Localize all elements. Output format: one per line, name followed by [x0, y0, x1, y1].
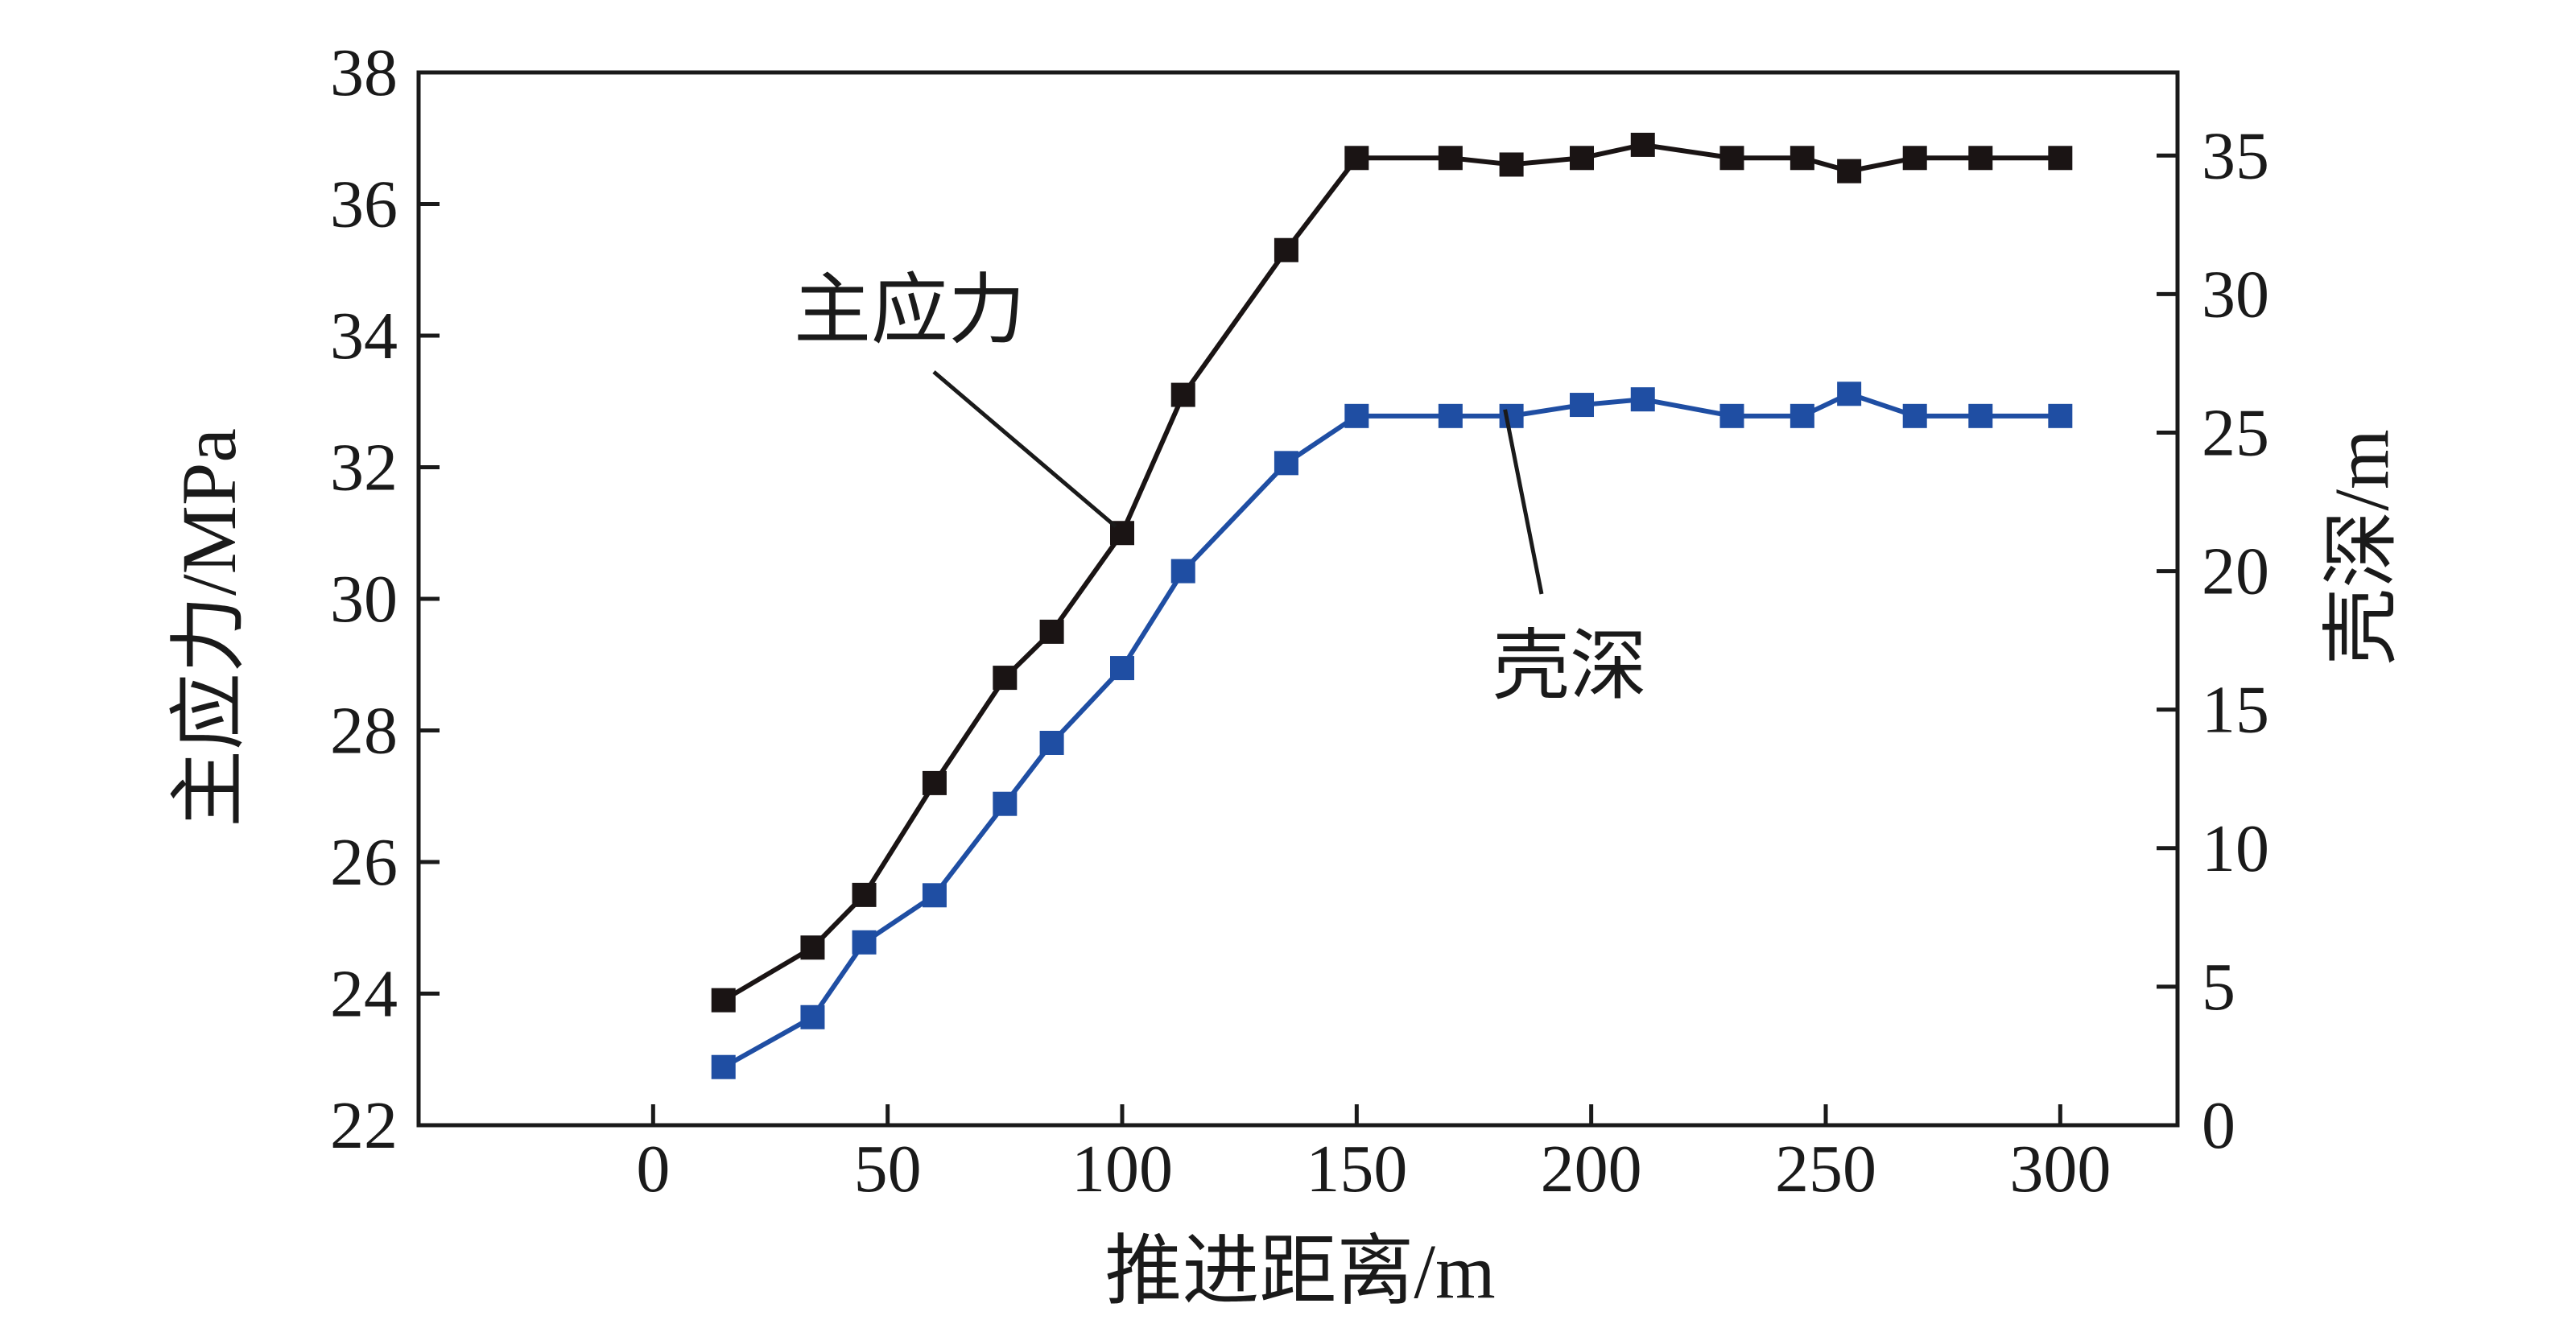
annotation-leader-line	[1503, 409, 1544, 595]
series-point	[711, 1054, 736, 1079]
series-point	[1110, 656, 1134, 681]
series-point	[1902, 146, 1927, 171]
y-axis-right: 0 5 10 15 20 25 30 35	[2157, 118, 2269, 1163]
y-right-tick-label: 10	[2202, 811, 2269, 886]
y-left-tick-label: 22	[330, 1088, 398, 1163]
y-left-tick-label: 32	[330, 431, 398, 505]
annotation-label: 主应力	[794, 267, 1026, 353]
y-left-tick-label: 36	[330, 167, 398, 242]
series-point	[711, 988, 736, 1013]
series-point	[1837, 382, 1862, 406]
series-point	[2048, 403, 2073, 428]
series-point	[1630, 387, 1655, 412]
series-point	[1790, 403, 1814, 428]
x-tick-label: 250	[1775, 1132, 1876, 1207]
x-tick-label: 0	[636, 1132, 670, 1207]
y-right-tick-label: 0	[2202, 1088, 2235, 1163]
y-left-tick-label: 34	[330, 299, 398, 373]
x-tick-label: 300	[2009, 1132, 2111, 1207]
y-left-tick-label: 26	[330, 825, 398, 900]
series-point	[1344, 146, 1369, 171]
x-tick-label: 100	[1071, 1132, 1173, 1207]
series-point	[1039, 619, 1064, 644]
series-point	[852, 882, 877, 907]
y-right-tick-label: 5	[2202, 950, 2235, 1025]
series-point	[1039, 730, 1064, 755]
x-axis-title: 推进距离/m	[1104, 1228, 1495, 1314]
series-point	[1719, 146, 1744, 171]
plot-frame	[416, 70, 2180, 1128]
y-right-tick-label: 35	[2202, 118, 2269, 193]
y-left-tick-label: 28	[330, 694, 398, 769]
y-left-tick-label: 24	[330, 957, 398, 1032]
series-point	[800, 1004, 825, 1029]
series-point	[1968, 146, 1993, 171]
annotation-leader-line	[932, 370, 1117, 529]
series-point	[1570, 393, 1595, 418]
series-point	[922, 770, 947, 795]
series-point	[922, 883, 947, 908]
series-point	[1438, 146, 1463, 171]
series-point	[1570, 146, 1595, 171]
series-layer	[711, 132, 2073, 1079]
y-right-tick-label: 25	[2202, 395, 2269, 470]
series-1	[711, 132, 2073, 1013]
y-left-tick-label: 38	[330, 35, 398, 110]
series-point	[2048, 146, 2073, 171]
y-axis-left: 22 24 26 28 30 32 34 36 38	[330, 35, 440, 1163]
y-left-tick-label: 30	[330, 562, 398, 637]
series-line	[722, 391, 2061, 1070]
x-tick-label: 200	[1541, 1132, 1642, 1207]
series-point	[1438, 403, 1463, 428]
x-axis: 0 50 100 150 200 250 300	[636, 1104, 2111, 1207]
y-right-tick-label: 15	[2202, 673, 2269, 748]
y-right-tick-label: 30	[2202, 257, 2269, 332]
y-axis-right-title: 壳深/m	[2318, 429, 2405, 665]
series-point	[1630, 132, 1655, 157]
series-point	[800, 935, 825, 960]
series-point	[1499, 403, 1524, 428]
series-point	[1170, 382, 1195, 407]
x-tick-label: 150	[1306, 1132, 1407, 1207]
series-point	[1902, 403, 1927, 428]
y-right-tick-label: 20	[2202, 534, 2269, 609]
x-tick-label: 50	[854, 1132, 922, 1207]
annotation-label: 壳深	[1492, 623, 1647, 709]
series-point	[993, 666, 1018, 691]
series-point	[1968, 403, 1993, 428]
series-2	[711, 382, 2073, 1079]
series-point	[1274, 237, 1298, 262]
series-point	[1837, 159, 1862, 184]
series-point	[1344, 403, 1369, 428]
series-point	[1170, 559, 1195, 584]
series-point	[1790, 146, 1814, 171]
series-point	[1499, 152, 1524, 177]
series-point	[993, 791, 1018, 816]
y-axis-left-title: 主应力/MPa	[166, 428, 252, 827]
series-point	[1719, 403, 1744, 428]
series-point	[1274, 451, 1298, 476]
plot-border	[416, 70, 2180, 1128]
series-point	[852, 930, 877, 955]
